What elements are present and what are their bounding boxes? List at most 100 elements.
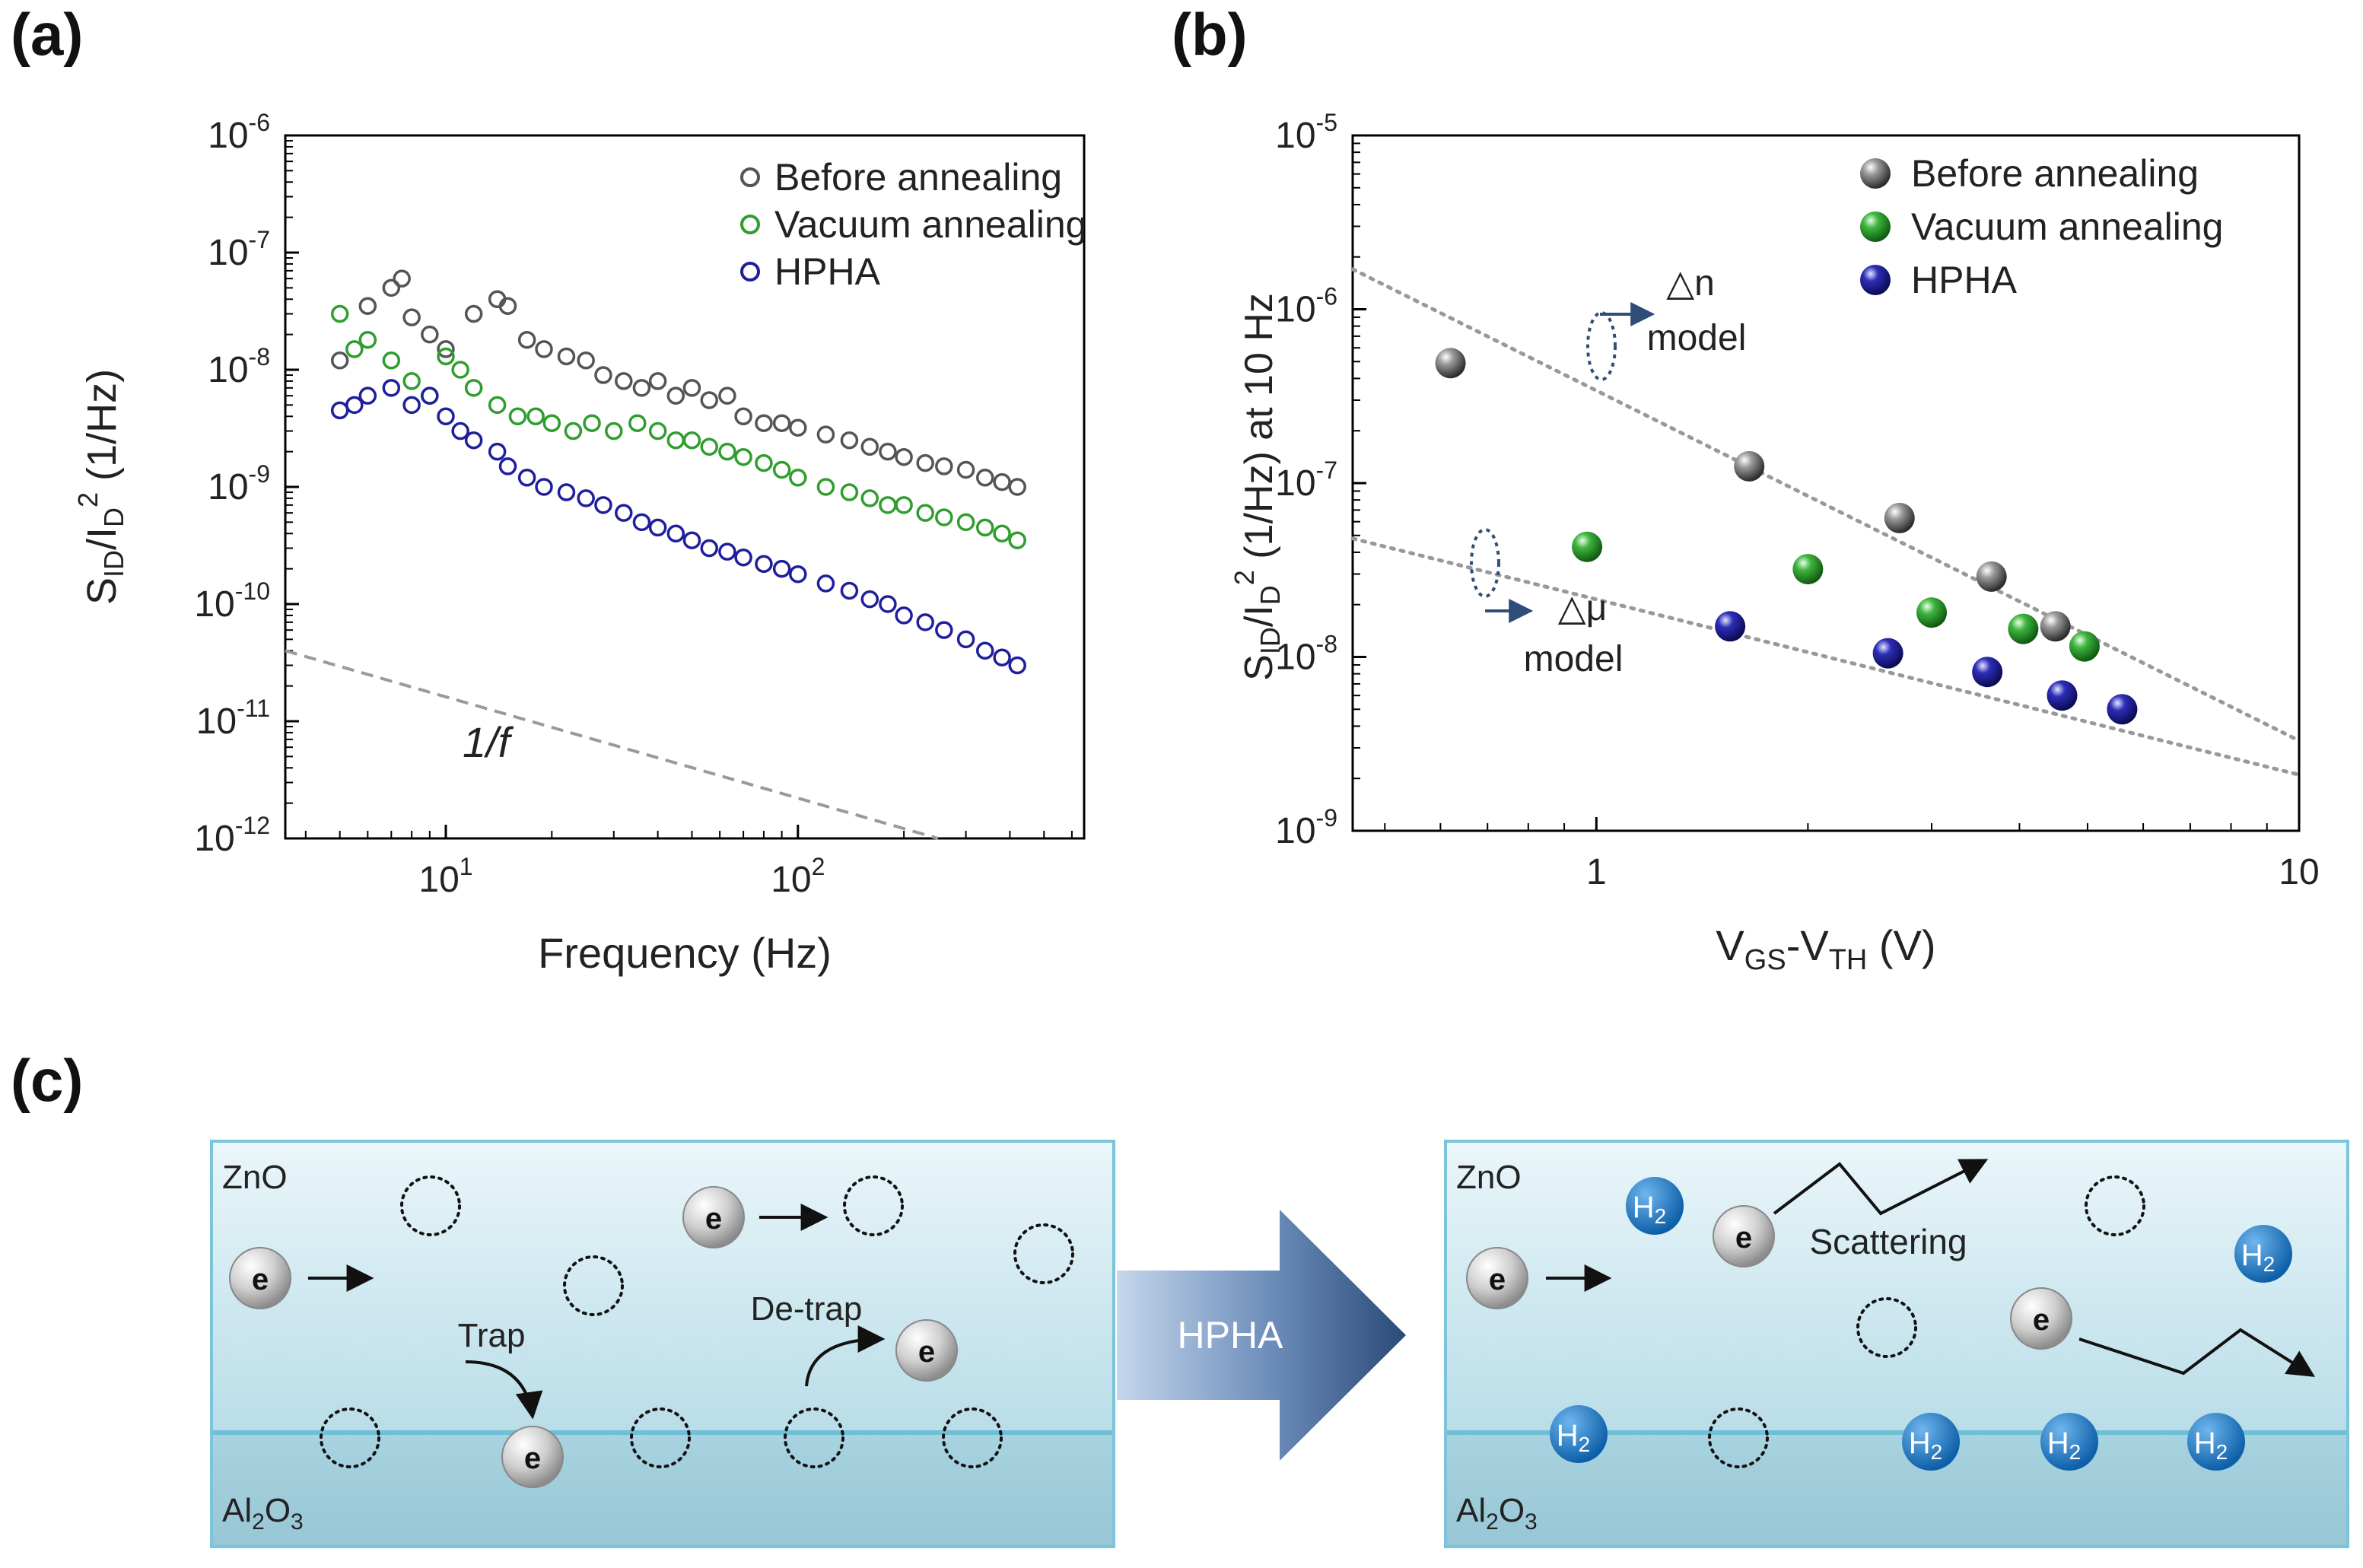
point-a-vacuum-annealing [526, 407, 545, 426]
point-a-before-annealing [700, 391, 719, 409]
point-a-hpha [382, 379, 401, 397]
legend-b-hpha-label: HPHA [1911, 259, 2018, 301]
chart-b-ticks: 10-5 10-6 10-7 10-8 10-9 1 10 [1275, 109, 2320, 892]
point-a-vacuum-annealing [700, 437, 719, 456]
y-tick-label: 10-6 [208, 109, 270, 156]
point-a-before-annealing [755, 414, 773, 432]
point-a-hpha [840, 581, 859, 600]
legend-a-before-marker [740, 167, 760, 187]
trap-arrow [465, 1360, 543, 1420]
point-a-hpha [682, 531, 701, 549]
chart-b-legend: Before annealing Vacuum annealing HPHA [1860, 152, 2223, 301]
chart-b-ylabel: SID/ID2 (1/Hz) at 10 Hz [1229, 293, 1286, 681]
trap-label: Trap [458, 1317, 526, 1354]
svg-text:H2: H2 [2047, 1426, 2081, 1464]
point-a-vacuum-annealing [976, 518, 994, 537]
point-a-hpha [517, 469, 536, 487]
chart-a-points [330, 269, 1026, 675]
h2-molecule: H2 [1902, 1413, 1960, 1471]
chart-b-delta-n-trend-line [1350, 267, 2301, 743]
point-a-before-annealing [718, 386, 736, 405]
schematic-left-box: ZnO Al2O3 e e e e [210, 1140, 1115, 1548]
svg-text:H2: H2 [2241, 1239, 2275, 1276]
h2-molecule: H2 [2040, 1413, 2098, 1471]
point-a-vacuum-annealing [993, 524, 1011, 543]
point-a-hpha [734, 548, 752, 567]
chart-a-xlabel: Frequency (Hz) [538, 929, 832, 977]
panel-label-c: (c) [11, 1047, 84, 1114]
legend-a-hpha-label: HPHA [774, 250, 881, 293]
left-zno-layer [211, 1141, 1114, 1433]
detrap-label: De-trap [751, 1290, 863, 1328]
point-a-before-annealing [860, 437, 879, 456]
electron: e [1466, 1247, 1528, 1309]
point-a-before-annealing [935, 457, 953, 475]
point-a-hpha [772, 559, 791, 578]
point-a-vacuum-annealing [464, 379, 483, 397]
point-a-before-annealing [916, 453, 934, 472]
point-a-hpha [488, 442, 507, 461]
chart-a: 10-6 10-7 10-8 10-9 10-10 10-11 10-12 101 102 1/… [72, 109, 1086, 977]
chart-a-ylabel: SID/ID2 (1/Hz) [72, 369, 129, 605]
point-a-hpha [577, 489, 595, 507]
point-a-hpha [594, 496, 612, 514]
point-a-before-annealing [577, 351, 595, 370]
chart-a-1f-reference-line [285, 649, 939, 840]
schematic-c: ZnO Al2O3 e e e e [210, 1140, 2349, 1548]
legend-a-vacuum-marker [740, 215, 760, 234]
point-a-before-annealing [330, 351, 349, 370]
delta-mu-model-label: model [1524, 639, 1624, 679]
point-a-hpha [451, 421, 469, 441]
point-a-before-annealing [421, 325, 439, 344]
point-a-vacuum-annealing [718, 442, 736, 461]
point-a-vacuum-annealing [508, 407, 527, 426]
point-b-before-annealing [1435, 348, 1466, 379]
chart-b-xlabel: VGS-VTH (V) [1716, 921, 1935, 976]
svg-text:e: e [1489, 1263, 1506, 1296]
h2-molecule: H2 [1550, 1405, 1608, 1463]
point-a-hpha [755, 555, 773, 574]
point-a-hpha [464, 431, 483, 450]
right-al2o3-label: Al2O3 [1456, 1492, 1538, 1535]
legend-b-before-label: Before annealing [1911, 152, 2199, 195]
point-b-vacuum-annealing [2008, 613, 2039, 644]
point-a-hpha [860, 590, 879, 609]
right-zno-layer [1445, 1141, 2348, 1433]
chart-b: 10-5 10-6 10-7 10-8 10-9 1 10 △n model △μ mode… [1229, 109, 2320, 976]
trap-site [320, 1407, 380, 1468]
hpha-arrow-label: HPHA [1178, 1314, 1284, 1356]
point-a-hpha [976, 641, 994, 660]
point-b-vacuum-annealing [2069, 631, 2100, 662]
point-a-vacuum-annealing [916, 504, 934, 522]
point-a-before-annealing [682, 379, 701, 397]
point-a-before-annealing [976, 469, 994, 487]
svg-text:e: e [252, 1263, 269, 1296]
point-a-vacuum-annealing [840, 483, 859, 501]
point-a-vacuum-annealing [860, 489, 879, 507]
delta-mu-loop-icon [1470, 528, 1500, 598]
panel-label-a: (a) [11, 1, 84, 68]
electron: e [895, 1319, 958, 1382]
point-b-hpha [1715, 611, 1746, 642]
point-a-vacuum-annealing [895, 496, 913, 514]
point-a-before-annealing [789, 418, 807, 437]
svg-text:e: e [705, 1202, 722, 1236]
point-a-hpha [666, 524, 685, 543]
point-b-hpha [1972, 657, 2003, 688]
h2-molecule: H2 [2187, 1413, 2245, 1471]
point-a-hpha [615, 504, 633, 522]
point-a-hpha [1008, 656, 1026, 675]
point-a-before-annealing [879, 442, 897, 461]
legend-b-vacuum-marker [1860, 212, 1891, 242]
y-tick-label: 10-10 [194, 577, 270, 625]
detrap-arrow [805, 1325, 886, 1387]
point-a-vacuum-annealing [628, 414, 647, 432]
delta-mu-label: △μ [1558, 588, 1608, 628]
legend-a-before-label: Before annealing [774, 156, 1062, 199]
point-a-before-annealing [517, 330, 536, 349]
point-a-hpha [956, 630, 975, 649]
y-tick-label: 10-9 [1275, 804, 1337, 851]
point-a-vacuum-annealing [358, 330, 377, 349]
chart-a-1f-annotation: 1/f [463, 718, 514, 766]
